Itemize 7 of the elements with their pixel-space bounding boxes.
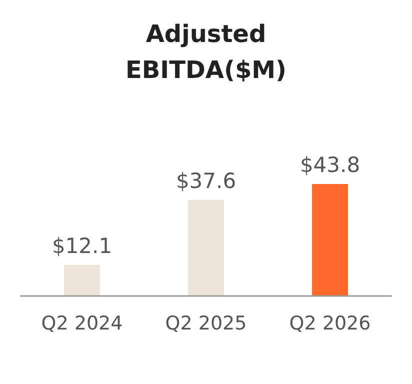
data-label: $43.8: [300, 153, 360, 177]
x-tick-label: Q2 2025: [165, 312, 247, 334]
x-tick-label: Q2 2026: [289, 312, 371, 334]
x-tick-label: Q2 2024: [41, 312, 123, 334]
data-label: $12.1: [52, 234, 112, 258]
data-label: $37.6: [176, 168, 236, 193]
chart-title: Adjusted EBITDA($M): [124, 19, 288, 86]
